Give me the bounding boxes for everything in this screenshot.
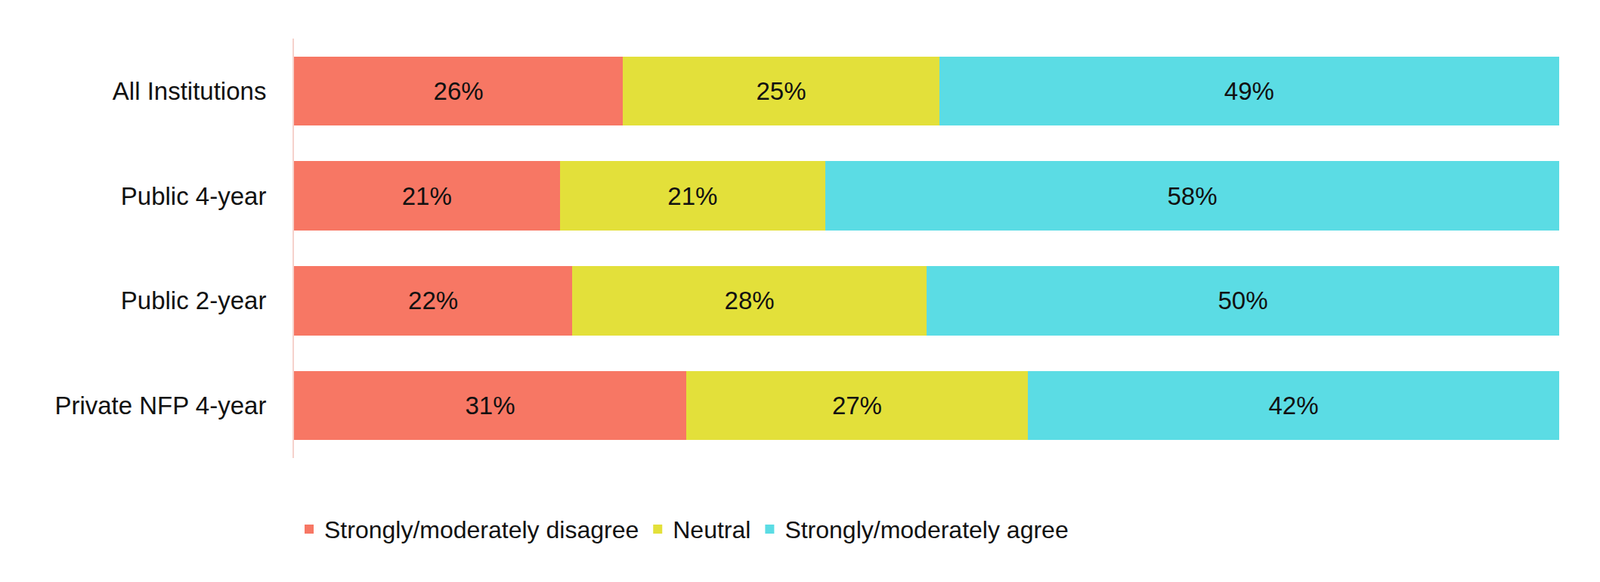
svg-text:Strongly/moderately disagree: Strongly/moderately disagree xyxy=(324,516,639,544)
svg-text:22%: 22% xyxy=(408,286,459,315)
svg-text:All Institutions: All Institutions xyxy=(112,77,267,106)
svg-text:Neutral: Neutral xyxy=(672,516,751,544)
svg-text:49%: 49% xyxy=(1224,77,1275,106)
svg-text:26%: 26% xyxy=(433,77,484,106)
svg-text:42%: 42% xyxy=(1268,391,1319,420)
svg-text:21%: 21% xyxy=(667,182,718,211)
svg-text:Private NFP 4-year: Private NFP 4-year xyxy=(54,391,267,420)
svg-text:Public 2-year: Public 2-year xyxy=(120,286,267,315)
svg-text:28%: 28% xyxy=(724,286,775,315)
svg-text:25%: 25% xyxy=(755,77,806,106)
svg-text:31%: 31% xyxy=(464,391,515,420)
svg-text:27%: 27% xyxy=(832,391,883,420)
svg-text:50%: 50% xyxy=(1217,286,1268,315)
svg-text:Strongly/moderately agree: Strongly/moderately agree xyxy=(784,516,1068,544)
svg-text:21%: 21% xyxy=(402,182,452,211)
svg-text:58%: 58% xyxy=(1167,182,1218,211)
svg-text:Public 4-year: Public 4-year xyxy=(120,182,267,211)
